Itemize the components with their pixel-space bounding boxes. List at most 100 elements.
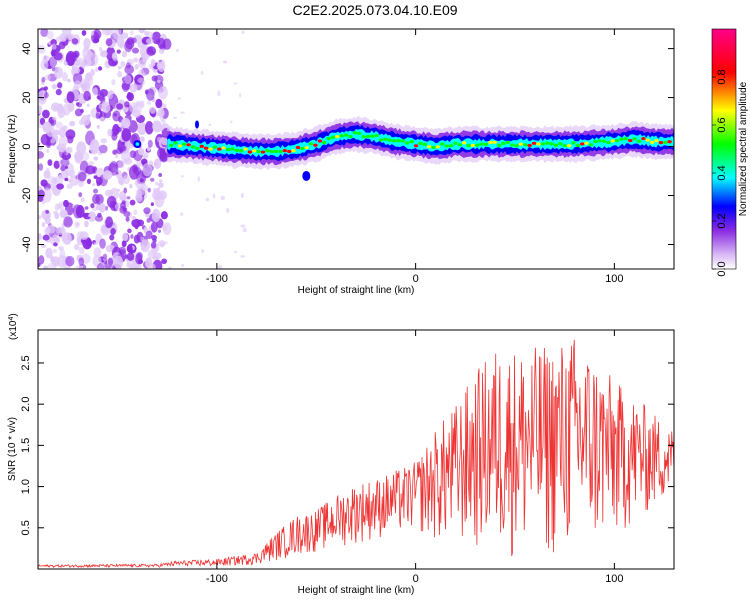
noise-blob [66,183,73,189]
noise-blob [43,92,49,99]
noise-blob [125,216,130,222]
noise-blob [51,83,58,90]
noise-blob [78,66,85,75]
snr-series-line [38,339,674,569]
signal-peak [606,140,611,145]
noise-blob [139,178,144,183]
noise-speck [233,82,238,85]
y-tick-label: 2.0 [20,397,32,412]
noise-blob [133,209,138,216]
signal-peak [278,149,283,154]
signal-peak [383,137,388,141]
noise-speck [177,97,182,100]
noise-blob [115,153,119,159]
noise-blob [63,216,73,228]
noise-blob [146,88,155,101]
noise-blob [104,205,109,211]
signal-peak [440,142,445,146]
noise-blob [109,234,115,241]
noise-blob [131,109,141,117]
spectrogram-noise-region [38,29,248,269]
noise-blob [121,200,126,205]
noise-blob [92,183,96,186]
noise-blob [98,202,106,213]
noise-blob [82,152,90,161]
signal-peak [221,146,226,150]
noise-blob [129,184,133,189]
signal-peak [317,139,323,143]
noise-blob [38,151,45,159]
noise-blob [131,37,137,44]
noise-blob [90,30,95,36]
noise-blob [84,206,89,210]
noise-blob [105,216,113,229]
signal-peak [269,149,274,154]
noise-blob [156,61,165,70]
noise-blob [59,249,66,259]
signal-peak [225,147,231,152]
noise-blob [158,47,165,55]
snr-xlabel: Height of straight line (km) [298,585,415,596]
noise-blob [58,135,68,147]
signal-peak [514,144,519,148]
noise-blob [92,29,102,40]
signal-peak [300,146,305,151]
noise-speck [226,207,230,214]
noise-blob [61,72,68,82]
noise-blob [68,179,72,183]
spectrogram-ticks: -100 0 100 -40 -20 0 20 40 [21,29,674,285]
signal-peak [488,140,493,144]
signal-peak [619,137,624,141]
noise-blob [112,123,120,136]
noise-blob [54,203,60,211]
noise-blob [63,199,69,208]
colorbar-tick-label: 0.2 [716,213,728,228]
signal-peak [479,142,484,146]
noise-blob [65,146,73,154]
noise-blob [84,220,89,228]
noise-blob [158,179,163,183]
noise-blob [38,233,42,242]
signal-peak [614,139,620,143]
noise-blob [131,218,141,228]
signal-peak [295,145,301,150]
spectrogram-xlabel: Height of straight line (km) [298,285,415,296]
signal-peak [282,148,288,153]
signal-peak [409,140,414,144]
x-tick-label: -100 [206,573,228,585]
noise-blob [137,77,145,84]
y-tick-label: -20 [21,188,33,204]
noise-speck [239,92,242,98]
noise-blob [161,136,170,146]
x-tick-label: 100 [605,273,623,285]
noise-blob [83,90,91,102]
signal-peak [304,146,309,150]
noise-blob [140,136,145,142]
noise-blob [121,32,129,39]
noise-blob [101,102,111,113]
noise-blob [78,257,85,267]
noise-blob [130,30,134,36]
noise-speck [205,197,210,202]
noise-blob [124,254,129,259]
signal-peak [562,143,567,148]
noise-blob [141,184,149,192]
noise-blob [74,243,80,251]
signal-peak [649,140,655,144]
noise-speck [218,264,223,269]
noise-speck [212,193,216,199]
x-tick-label: 0 [413,273,419,285]
noise-blob [51,43,57,50]
noise-blob [151,234,157,241]
noise-blob [64,165,69,169]
signal-peak [610,139,615,143]
noise-blob [160,211,168,220]
signal-peak [230,147,235,151]
noise-blob [38,163,44,171]
noise-blob [80,60,86,69]
noise-speck [197,176,200,182]
signal-peak [623,137,629,141]
noise-blob [99,89,109,97]
noise-blob [96,95,101,100]
noise-blob [69,120,76,127]
